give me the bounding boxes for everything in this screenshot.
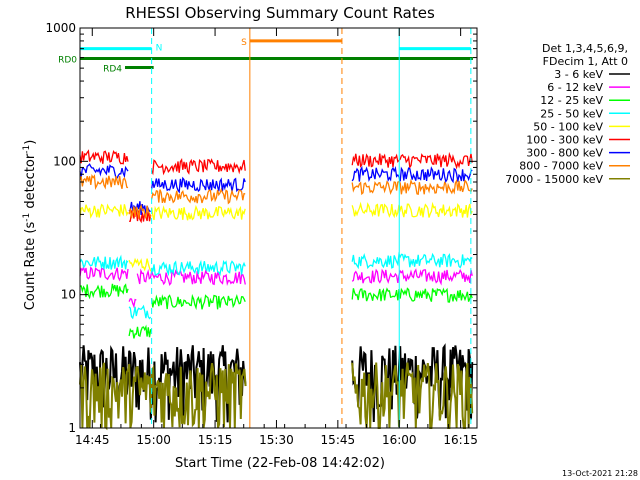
series-6-segment-3 (151, 157, 246, 176)
plot-label-1: N (156, 44, 163, 54)
legend-header-2: FDecim 1, Att 0 (543, 55, 628, 68)
y-axis-label: Count Rate (s-1 detector-1) (22, 140, 38, 311)
series-3-segment-3 (150, 293, 246, 311)
series-3-segment-1 (79, 283, 129, 300)
series-8-segment-2 (128, 203, 152, 219)
x-tick-label-6: 16:00 (382, 433, 417, 447)
legend-label-4: 25 - 50 keV (540, 107, 603, 120)
flag-bar-label-3: S (241, 38, 247, 48)
legend-label-1: 3 - 6 keV (554, 68, 603, 81)
series-9-segment-2 (351, 362, 474, 429)
legend-label-3: 12 - 25 keV (540, 94, 603, 107)
series-8-segment-1 (79, 174, 129, 191)
series-6-segment-4 (351, 151, 473, 170)
legend-label-2: 6 - 12 keV (547, 81, 603, 94)
series-7-segment-4 (351, 165, 473, 184)
x-tick-label-1: 14:45 (75, 433, 110, 447)
series-5-segment-4 (351, 201, 473, 219)
series-6-segment-1 (79, 149, 129, 165)
chart-title: RHESSI Observing Summary Count Rates (125, 4, 435, 22)
series-5-trace (79, 201, 473, 272)
flag-bar-label-5: RD4 (103, 65, 122, 75)
chart-axes: 14:45 15:00 15:15 15:30 15:45 16:00 16:15 1 10 10… (45, 21, 477, 447)
chart-legend: Det 1,3,4,5,6,9,FDecim 1, Att 03 - 6 keV… (505, 42, 630, 186)
series-4-trace (79, 251, 473, 320)
series-5-segment-3 (150, 204, 246, 221)
x-tick-label-7: 16:15 (443, 433, 478, 447)
series-3-trace (79, 283, 473, 339)
series-2-segment-4 (351, 268, 473, 286)
footer-date: 13-Oct-2021 21:28 (562, 469, 638, 478)
legend-label-8: 800 - 7000 keV (519, 160, 603, 173)
x-tick-label-3: 15:15 (198, 433, 233, 447)
y-tick-label-4: 1000 (45, 21, 76, 35)
plot-frame (79, 27, 478, 429)
series-8-trace (79, 174, 473, 219)
legend-label-6: 100 - 300 keV (526, 134, 603, 147)
x-tick-label-2: 15:00 (136, 433, 171, 447)
series-2-segment-2 (128, 298, 137, 309)
y-tick-label-3: 100 (53, 154, 76, 168)
series-4-segment-1 (79, 254, 129, 270)
x-tick-label-5: 15:45 (321, 433, 356, 447)
y-tick-label-1: 1 (68, 421, 76, 435)
series-8-segment-4 (351, 178, 473, 196)
chart-flag-bars: S RD0 RD4 N (58, 38, 473, 75)
x-tick-label-4: 15:30 (259, 433, 294, 447)
series-2-segment-1 (79, 265, 129, 282)
series-4-segment-4 (351, 251, 473, 270)
x-axis-label: Start Time (22-Feb-08 14:42:02) (175, 456, 385, 471)
y-tick-label-2: 10 (61, 288, 76, 302)
legend-label-7: 300 - 800 keV (526, 147, 603, 160)
legend-header-1: Det 1,3,4,5,6,9, (542, 42, 628, 55)
series-4-segment-3 (150, 259, 246, 277)
series-7-segment-3 (150, 176, 246, 194)
legend-label-9: 7000 - 15000 keV (505, 173, 603, 186)
flag-bar-label-4: RD0 (58, 56, 77, 66)
legend-label-5: 50 - 100 keV (533, 120, 603, 133)
series-7-segment-1 (79, 163, 129, 179)
series-3-segment-4 (351, 287, 473, 303)
series-8-segment-3 (150, 187, 246, 205)
series-5-segment-1 (79, 203, 129, 219)
series-3-segment-2 (128, 324, 152, 339)
series-4-segment-2 (128, 304, 152, 320)
series-5-segment-2 (128, 257, 152, 272)
